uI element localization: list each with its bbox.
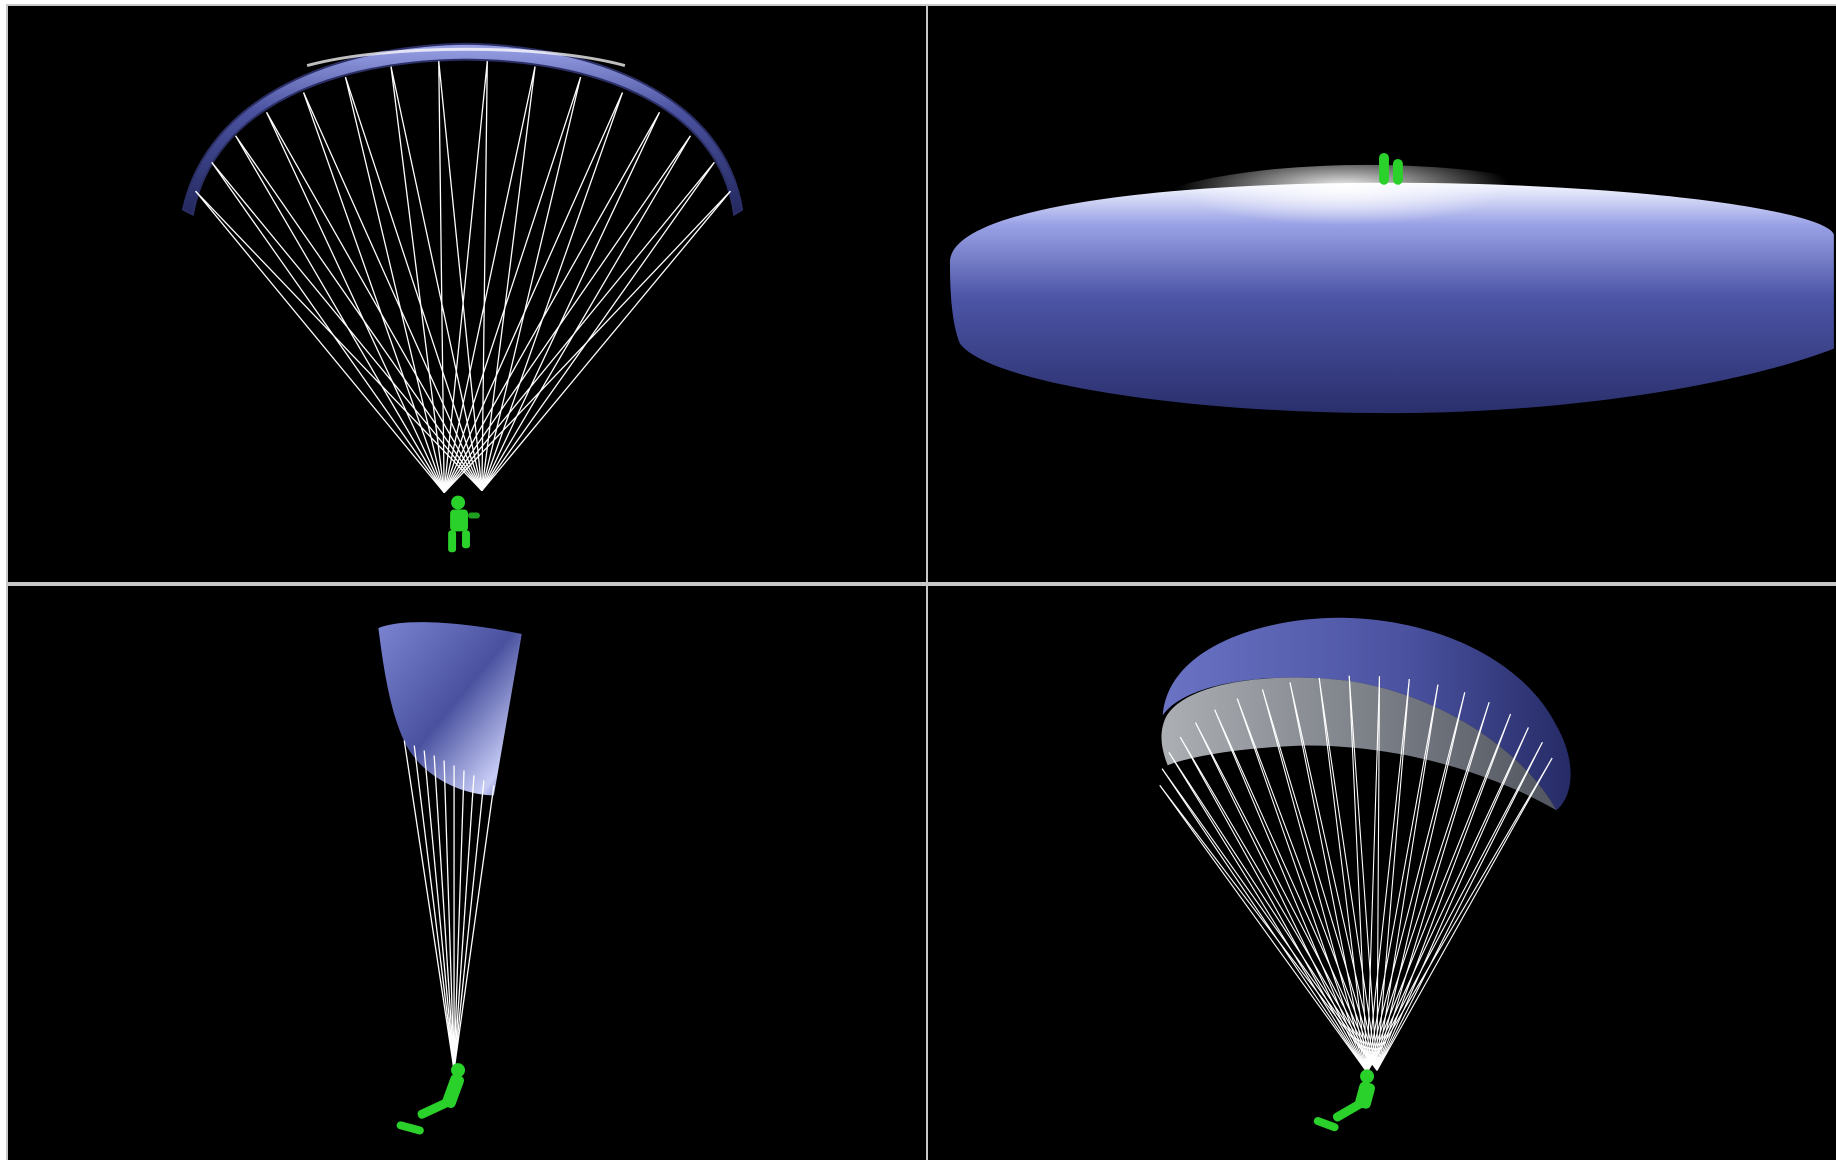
suspension-line (481, 66, 536, 491)
front-canopy (181, 42, 744, 217)
perspective-canopy-underside (1161, 677, 1557, 811)
suspension-line (1289, 682, 1378, 1071)
suspension-line (1348, 675, 1368, 1073)
suspension-line (453, 780, 485, 1071)
suspension-line (1366, 742, 1543, 1073)
suspension-line (413, 745, 455, 1071)
suspension-line (1376, 702, 1490, 1071)
suspension-line (453, 770, 465, 1071)
suspension-line (481, 112, 661, 491)
suspension-line (481, 77, 582, 491)
suspension-line (1261, 689, 1378, 1071)
suspension-line (1366, 702, 1490, 1073)
suspension-line (1195, 722, 1378, 1071)
side-pilot-figure (396, 1063, 466, 1135)
front-viewport[interactable] (6, 4, 928, 584)
perspective-pilot-figure (1313, 1069, 1375, 1132)
suspension-line (1159, 784, 1378, 1071)
suspension-line (443, 61, 488, 493)
suspension-line (195, 190, 445, 494)
side-view-canvas (378, 622, 522, 1135)
perspective-canopy (1162, 617, 1571, 811)
suspension-line (1366, 692, 1466, 1073)
suspension-line (481, 135, 691, 491)
suspension-line (1376, 713, 1512, 1071)
suspension-line (1366, 684, 1439, 1073)
suspension-line (390, 66, 483, 491)
suspension-line (1161, 768, 1368, 1073)
front-view-canvas (181, 42, 744, 553)
suspension-line (1179, 736, 1378, 1071)
suspension-line (195, 190, 483, 492)
suspension-line (453, 785, 495, 1071)
perspective-view-canvas (1159, 617, 1571, 1132)
suspension-line (443, 161, 715, 494)
suspension-line (481, 61, 488, 491)
suspension-line (1366, 757, 1553, 1073)
suspension-line (1236, 698, 1378, 1071)
side-canopy (378, 622, 522, 796)
suspension-line (481, 162, 715, 492)
suspension-line (1376, 684, 1439, 1071)
suspension-line (211, 161, 483, 492)
suspension-line (1236, 698, 1368, 1073)
suspension-line (403, 740, 455, 1071)
suspension-line (266, 111, 483, 491)
suspension-line (1348, 675, 1378, 1071)
suspension-line (1289, 682, 1368, 1073)
suspension-line (423, 750, 455, 1071)
top-viewport[interactable] (926, 4, 1836, 584)
suspension-line (1366, 679, 1410, 1073)
suspension-line (443, 92, 624, 493)
suspension-line (1161, 768, 1378, 1071)
suspension-line (1168, 752, 1378, 1071)
perspective-suspension-lines (1159, 675, 1553, 1073)
perspective-viewport[interactable] (926, 584, 1836, 1160)
front-pilot-figure (448, 495, 480, 553)
suspension-line (1366, 676, 1381, 1073)
suspension-line (390, 66, 445, 493)
suspension-line (481, 190, 731, 492)
suspension-line (1195, 722, 1368, 1073)
front-suspension-lines (195, 61, 731, 494)
suspension-line (302, 92, 483, 491)
suspension-line (1318, 677, 1378, 1071)
suspension-line (433, 755, 455, 1071)
suspension-line (443, 135, 691, 493)
suspension-line (1214, 709, 1368, 1073)
suspension-line (302, 92, 445, 493)
suspension-line (443, 111, 661, 493)
suspension-line (1376, 676, 1381, 1071)
suspension-line (1159, 784, 1368, 1073)
suspension-line (453, 775, 475, 1071)
side-viewport[interactable] (6, 584, 928, 1160)
suspension-line (1376, 692, 1466, 1071)
suspension-line (443, 760, 455, 1071)
suspension-line (344, 77, 445, 493)
suspension-line (344, 76, 483, 491)
top-view-canvas (949, 152, 1834, 414)
suspension-line (1318, 677, 1368, 1073)
suspension-line (481, 92, 624, 491)
side-suspension-lines (403, 740, 495, 1071)
suspension-line (1168, 752, 1368, 1073)
suspension-line (438, 61, 483, 491)
suspension-line (1376, 727, 1529, 1071)
suspension-line (1376, 742, 1543, 1071)
suspension-line (235, 135, 445, 493)
suspension-line (265, 112, 445, 493)
suspension-line (1179, 736, 1368, 1073)
suspension-line (1214, 709, 1378, 1071)
suspension-line (438, 61, 445, 493)
top-pilot-figure (1379, 152, 1403, 185)
suspension-line (1376, 757, 1553, 1071)
suspension-line (235, 135, 483, 492)
suspension-line (1376, 679, 1410, 1071)
suspension-line (211, 162, 445, 493)
